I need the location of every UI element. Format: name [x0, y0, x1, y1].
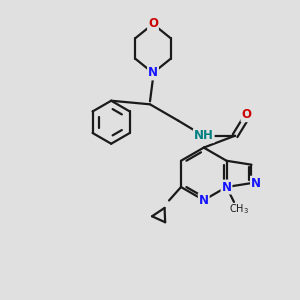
Text: CH$_3$: CH$_3$ [229, 202, 249, 216]
Text: N: N [221, 181, 232, 194]
Text: O: O [242, 108, 251, 121]
Text: NH: NH [194, 129, 214, 142]
Text: N: N [148, 67, 158, 80]
Text: N: N [199, 194, 209, 207]
Text: N: N [251, 177, 261, 190]
Text: O: O [148, 17, 158, 31]
